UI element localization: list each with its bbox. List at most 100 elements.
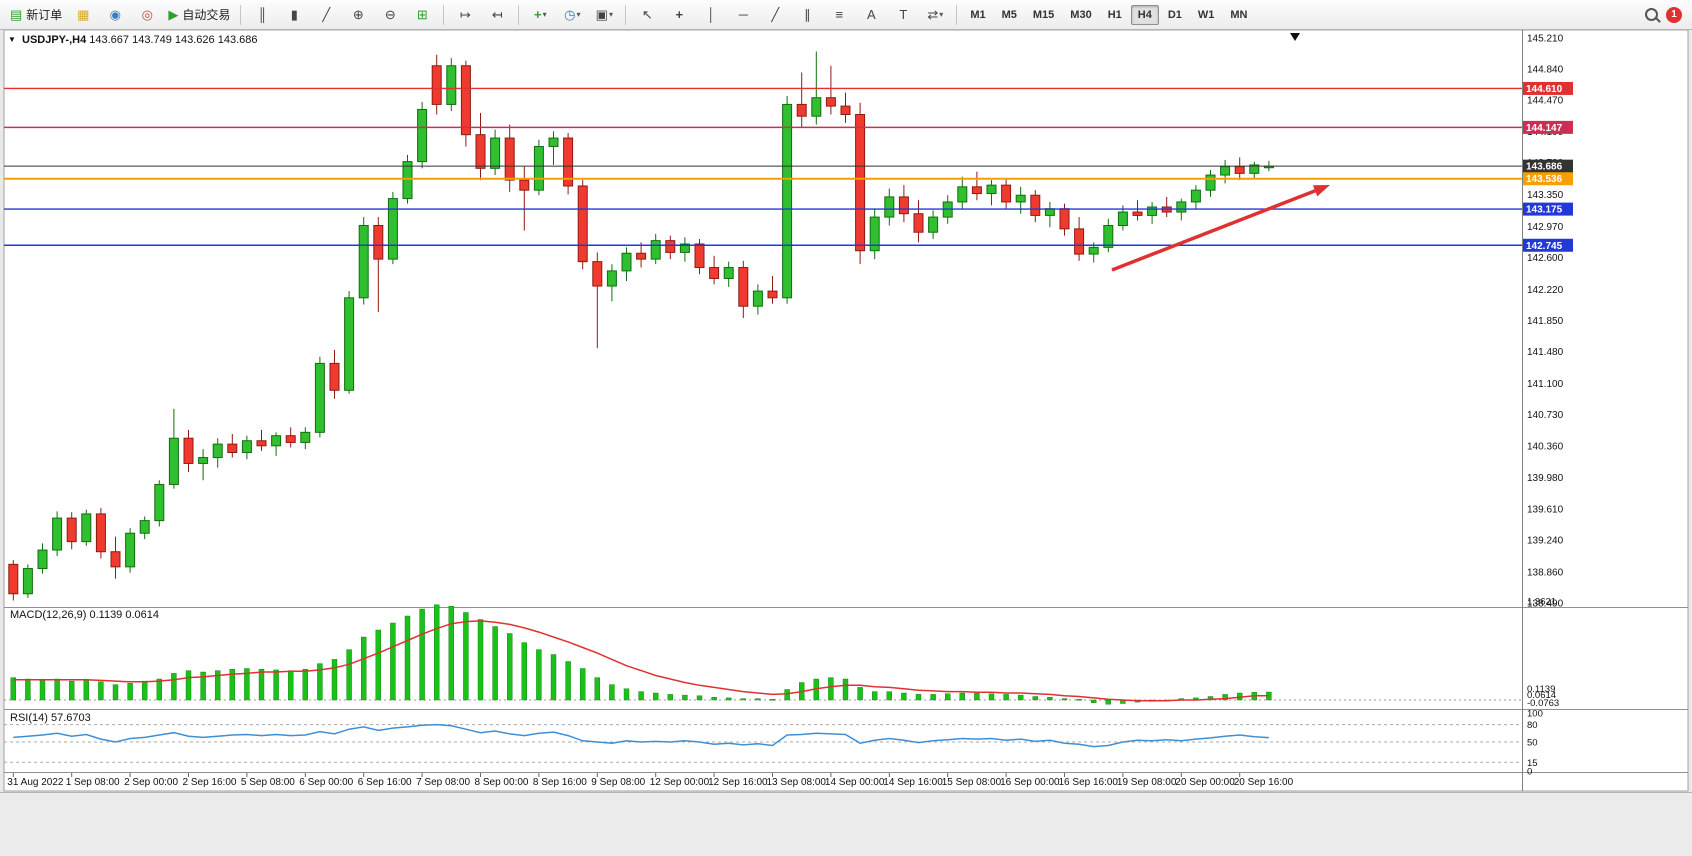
timeframe-m30[interactable]: M30 xyxy=(1070,8,1092,21)
channel-button[interactable]: ∥ xyxy=(792,3,822,27)
bar-chart-button[interactable]: ║ xyxy=(247,3,277,27)
add-indicator-button[interactable]: + ▾ xyxy=(525,3,555,27)
time-axis-label[interactable]: 19 Sep 08:00 xyxy=(1117,777,1177,788)
candle[interactable] xyxy=(928,216,939,233)
timeframe-m1[interactable]: M1 xyxy=(970,8,986,21)
time-axis-label[interactable]: 20 Sep 00:00 xyxy=(1175,777,1235,788)
time-axis-label[interactable]: 9 Sep 08:00 xyxy=(591,777,645,788)
time-axis-label[interactable]: 12 Sep 00:00 xyxy=(650,777,710,788)
candle[interactable] xyxy=(1220,166,1231,176)
candle[interactable] xyxy=(709,267,720,279)
candle[interactable] xyxy=(577,185,588,263)
chart-shift-button[interactable]: ↤ xyxy=(482,3,512,27)
time-axis-label[interactable]: 8 Sep 00:00 xyxy=(475,777,529,788)
candle[interactable] xyxy=(52,517,63,551)
candle[interactable] xyxy=(913,213,924,233)
candle[interactable] xyxy=(95,513,106,553)
time-axis-label[interactable]: 13 Sep 08:00 xyxy=(767,777,827,788)
new-order-button[interactable]: ▤ 新订单 xyxy=(6,3,66,27)
candle[interactable] xyxy=(1103,224,1114,248)
candle[interactable] xyxy=(592,261,603,287)
candle[interactable] xyxy=(898,196,909,215)
candlestick-chart-button[interactable]: ▮ xyxy=(279,3,309,27)
tile-windows-button[interactable]: ⊞ xyxy=(407,3,437,27)
candle[interactable] xyxy=(1074,228,1085,255)
candle[interactable] xyxy=(154,483,165,522)
time-axis-label[interactable]: 6 Sep 00:00 xyxy=(299,777,353,788)
time-axis-label[interactable]: 14 Sep 00:00 xyxy=(825,777,885,788)
auto-scroll-button[interactable]: ↦ xyxy=(450,3,480,27)
candle[interactable] xyxy=(855,114,866,252)
candle[interactable] xyxy=(606,270,617,287)
search-icon[interactable] xyxy=(1645,8,1658,21)
time-axis-label[interactable]: 2 Sep 16:00 xyxy=(183,777,237,788)
crosshair-button[interactable]: + xyxy=(664,3,694,27)
candle[interactable] xyxy=(358,224,369,299)
candle[interactable] xyxy=(271,435,282,447)
candle[interactable] xyxy=(431,65,442,105)
timeframe-d1[interactable]: D1 xyxy=(1167,8,1182,21)
candle[interactable] xyxy=(825,97,836,107)
candle[interactable] xyxy=(782,103,793,299)
timeframe-h4[interactable]: H4 xyxy=(1130,4,1159,25)
candle[interactable] xyxy=(548,137,559,147)
candle[interactable] xyxy=(1030,194,1041,216)
text-button[interactable]: A xyxy=(856,3,886,27)
candle[interactable] xyxy=(665,240,676,253)
candle[interactable] xyxy=(840,105,851,116)
time-axis-label[interactable]: 2 Sep 00:00 xyxy=(124,777,178,788)
text-label-button[interactable]: T xyxy=(888,3,918,27)
candle[interactable] xyxy=(650,240,661,260)
candle[interactable] xyxy=(1147,206,1158,216)
candle[interactable] xyxy=(694,243,705,269)
candle[interactable] xyxy=(81,513,92,543)
candle[interactable] xyxy=(402,161,413,200)
candle[interactable] xyxy=(1176,201,1187,213)
candle[interactable] xyxy=(168,437,179,485)
trend-arrow-line[interactable] xyxy=(1111,187,1322,272)
timeframe-h1[interactable]: H1 xyxy=(1107,8,1122,21)
time-axis-label[interactable]: 15 Sep 08:00 xyxy=(942,777,1002,788)
time-axis-label[interactable]: 6 Sep 16:00 xyxy=(358,777,412,788)
arrows-button[interactable]: ⇄ ▾ xyxy=(920,3,950,27)
line-chart-button[interactable]: ╱ xyxy=(311,3,341,27)
candle[interactable] xyxy=(986,184,997,195)
candle[interactable] xyxy=(1234,166,1245,174)
sounds-button[interactable]: ◎ xyxy=(132,3,162,27)
zoom-out-button[interactable]: ⊖ xyxy=(375,3,405,27)
candle[interactable] xyxy=(504,137,515,181)
candle[interactable] xyxy=(869,216,880,252)
candle[interactable] xyxy=(1249,164,1260,174)
fibonacci-button[interactable]: ≡ xyxy=(824,3,854,27)
zoom-in-button[interactable]: ⊕ xyxy=(343,3,373,27)
time-axis-label[interactable]: 31 Aug 2022 xyxy=(7,777,64,788)
candle[interactable] xyxy=(679,243,690,253)
candle[interactable] xyxy=(446,65,457,105)
candle[interactable] xyxy=(37,549,48,570)
candle[interactable] xyxy=(183,437,194,464)
candle[interactable] xyxy=(533,145,544,191)
time-axis-label[interactable]: 16 Sep 00:00 xyxy=(1000,777,1060,788)
candle[interactable] xyxy=(621,252,632,272)
candle[interactable] xyxy=(811,97,822,117)
time-axis-label[interactable]: 16 Sep 16:00 xyxy=(1059,777,1119,788)
candle[interactable] xyxy=(884,196,895,218)
trendline-button[interactable]: ╱ xyxy=(760,3,790,27)
candle[interactable] xyxy=(1132,211,1143,216)
candle[interactable] xyxy=(519,179,530,191)
candle[interactable] xyxy=(8,563,19,595)
notifications-badge[interactable]: 1 xyxy=(1666,6,1682,23)
candle[interactable] xyxy=(344,297,355,391)
candle[interactable] xyxy=(1059,208,1070,230)
market-watch-button[interactable]: ◉ xyxy=(100,3,130,27)
candle[interactable] xyxy=(636,252,647,260)
candle[interactable] xyxy=(1117,211,1128,226)
timeframe-m15[interactable]: M15 xyxy=(1032,8,1055,21)
templates-button[interactable]: ▣ ▾ xyxy=(589,3,619,27)
candle[interactable] xyxy=(125,532,136,568)
candle[interactable] xyxy=(475,134,486,169)
candle[interactable] xyxy=(796,103,807,117)
candle[interactable] xyxy=(738,267,749,307)
time-axis-label[interactable]: 8 Sep 16:00 xyxy=(533,777,587,788)
horizontal-line-button[interactable]: ─ xyxy=(728,3,758,27)
